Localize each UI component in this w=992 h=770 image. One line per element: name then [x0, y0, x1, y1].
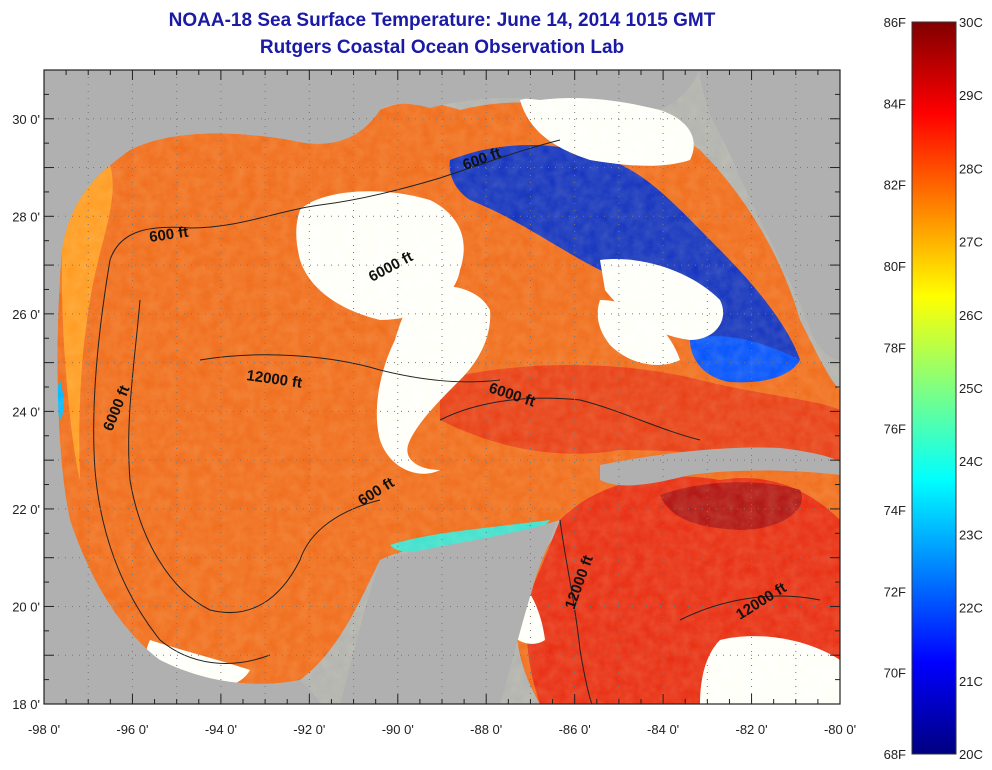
colorbar-c-label: 28C [959, 161, 983, 176]
colorbar-c-label: 26C [959, 308, 983, 323]
colorbar-c-label: 23C [959, 527, 983, 542]
x-tick-label: -94 0' [205, 722, 237, 737]
y-tick-label: 28 0' [12, 209, 40, 224]
colorbar-c-label: 30C [959, 15, 983, 30]
colorbar [911, 21, 957, 755]
contour-label: 600 ft [148, 224, 189, 246]
colorbar-f-label: 76F [884, 422, 906, 437]
northern-coast-land [44, 70, 700, 250]
colorbar-f-label: 68F [884, 747, 906, 762]
contour-12000ft [199, 354, 501, 383]
colorbar-f-label: 82F [884, 178, 906, 193]
y-tick-label: 22 0' [12, 502, 40, 517]
contour-600ft-texas [93, 259, 271, 664]
y-tick-label: 30 0' [12, 112, 40, 127]
colorbar-c-label: 21C [959, 674, 983, 689]
colorbar-f-label: 86F [884, 15, 906, 30]
graticule [44, 70, 840, 704]
colorbar-f-label: 84F [884, 96, 906, 111]
contour-12000ft-caribbean [679, 595, 821, 621]
y-tick-label: 26 0' [12, 307, 40, 322]
y-axis-labels: 18 0' 20 0' 22 0' 24 0' 26 0' 28 0' 30 0' [12, 112, 40, 712]
colorbar-c-label: 27C [959, 235, 983, 250]
x-tick-label: -92 0' [293, 722, 325, 737]
y-tick-label: 20 0' [12, 599, 40, 614]
mexico-land [44, 250, 320, 704]
florida-land [700, 70, 840, 360]
contour-12000ft-yucatan [559, 519, 593, 704]
contour-6000ft-east [439, 397, 701, 441]
x-tick-label: -82 0' [735, 722, 767, 737]
y-tick-label: 24 0' [12, 404, 40, 419]
x-tick-label: -84 0' [647, 722, 679, 737]
contour-600ft-west [109, 139, 561, 261]
colorbar-f-label: 70F [884, 666, 906, 681]
map-area: 600 ft 600 ft 6000 ft 6000 ft 6000 ft 12… [44, 70, 840, 704]
map-subtitle: Rutgers Coastal Ocean Observation Lab [259, 37, 625, 58]
colorbar-c-label: 24C [959, 454, 983, 469]
map-title: NOAA-18 Sea Surface Temperature: June 14… [168, 10, 716, 31]
x-tick-label: -86 0' [559, 722, 591, 737]
x-tick-label: -80 0' [824, 722, 856, 737]
cuba-land [600, 447, 840, 486]
x-tick-label: -90 0' [382, 722, 414, 737]
colorbar-fahrenheit-labels: 86F 84F 82F 80F 78F 76F 74F 72F 70F 68F [884, 15, 906, 762]
bathymetry-contours [93, 139, 821, 704]
colorbar-f-label: 80F [884, 259, 906, 274]
colorbar-f-label: 72F [884, 584, 906, 599]
x-tick-label: -98 0' [28, 722, 60, 737]
colorbar-c-label: 22C [959, 601, 983, 616]
colorbar-c-label: 25C [959, 381, 983, 396]
colorbar-f-label: 78F [884, 340, 906, 355]
colorbar-c-label: 29C [959, 88, 983, 103]
y-tick-label: 18 0' [12, 697, 40, 712]
yucatan-land [340, 522, 556, 704]
axis-ticks [43, 69, 841, 705]
colorbar-c-label: 20C [959, 747, 983, 762]
colorbar-celsius-labels: 30C 29C 28C 27C 26C 25C 24C 23C 22C 21C 20C [959, 15, 983, 762]
contour-6000ft-west [128, 299, 381, 614]
x-axis-labels: -98 0' -96 0' -94 0' -92 0' -90 0' -88 0' -86 … [28, 722, 856, 737]
x-tick-label: -96 0' [116, 722, 148, 737]
colorbar-f-label: 74F [884, 503, 906, 518]
x-tick-label: -88 0' [470, 722, 502, 737]
